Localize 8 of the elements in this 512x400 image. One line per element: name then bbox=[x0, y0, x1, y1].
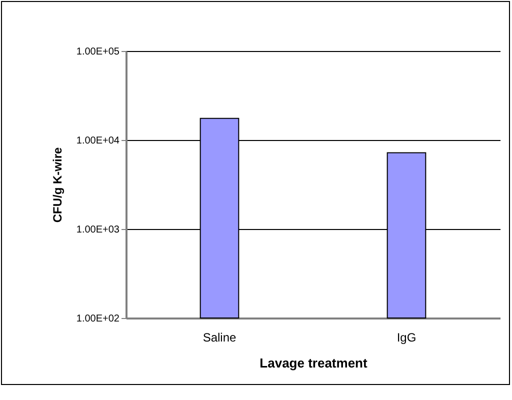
x-tick-label: IgG bbox=[396, 330, 416, 344]
x-axis-title: Lavage treatment bbox=[260, 356, 368, 370]
x-tick-label: Saline bbox=[202, 330, 237, 344]
y-tick-label: 1.00E+02 bbox=[76, 314, 120, 324]
y-axis-title: CFU/g K-wire bbox=[50, 147, 64, 223]
y-tick-label: 1.00E+03 bbox=[76, 224, 120, 236]
y-tick-label: 1.00E+05 bbox=[76, 46, 120, 58]
y-tick-label: 1.00E+04 bbox=[76, 136, 120, 146]
